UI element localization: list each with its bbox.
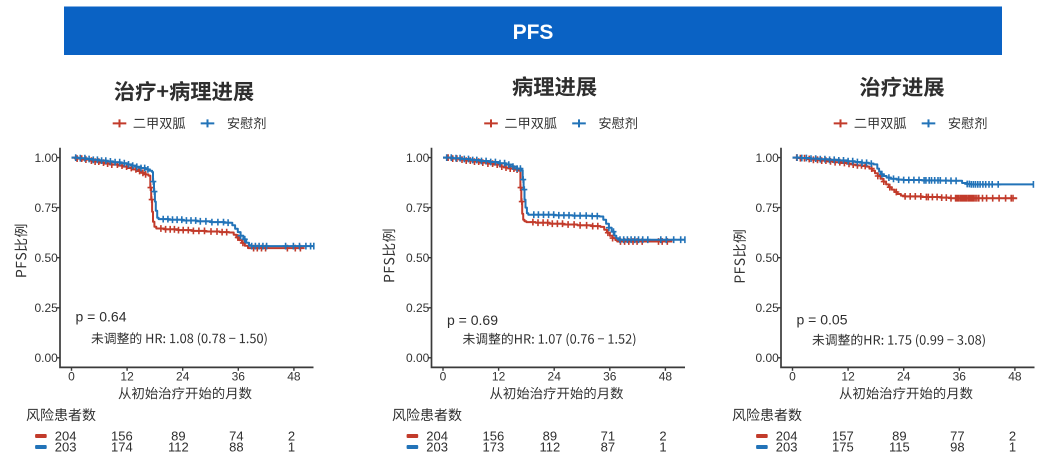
- svg-text:77: 77: [950, 429, 964, 444]
- svg-text:36: 36: [953, 370, 967, 384]
- svg-text:12: 12: [841, 370, 855, 384]
- svg-text:1.00: 1.00: [755, 151, 779, 165]
- svg-text:112: 112: [540, 440, 561, 455]
- svg-text:1.00: 1.00: [34, 151, 58, 165]
- svg-text:p = 0.05: p = 0.05: [797, 311, 848, 327]
- svg-text:2: 2: [288, 429, 295, 444]
- svg-text:0.25: 0.25: [406, 301, 430, 315]
- svg-text:203: 203: [55, 440, 77, 455]
- svg-text:0.75: 0.75: [406, 201, 430, 215]
- svg-text:71: 71: [601, 429, 615, 444]
- svg-text:0.50: 0.50: [34, 251, 58, 265]
- svg-text:0.50: 0.50: [406, 251, 430, 265]
- svg-text:12: 12: [120, 370, 134, 384]
- svg-text:89: 89: [892, 429, 906, 444]
- svg-text:112: 112: [168, 440, 189, 455]
- svg-text:203: 203: [776, 440, 798, 455]
- svg-text:PFS: PFS: [513, 21, 554, 44]
- svg-text:157: 157: [832, 429, 854, 444]
- svg-text:175: 175: [832, 440, 854, 455]
- svg-text:0.25: 0.25: [34, 301, 58, 315]
- svg-text:204: 204: [776, 429, 798, 444]
- svg-text:36: 36: [232, 370, 246, 384]
- svg-text:204: 204: [426, 429, 448, 444]
- svg-text:89: 89: [171, 429, 185, 444]
- svg-text:74: 74: [229, 429, 243, 444]
- svg-text:0: 0: [789, 370, 796, 384]
- svg-text:203: 203: [426, 440, 448, 455]
- svg-text:0.00: 0.00: [406, 351, 430, 365]
- svg-text:0: 0: [68, 370, 75, 384]
- svg-text:48: 48: [287, 370, 301, 384]
- svg-text:98: 98: [950, 440, 964, 455]
- svg-text:0.00: 0.00: [34, 351, 58, 365]
- svg-text:0.50: 0.50: [755, 251, 779, 265]
- svg-text:2: 2: [659, 429, 666, 444]
- svg-text:48: 48: [659, 370, 673, 384]
- svg-text:1: 1: [659, 440, 666, 455]
- svg-text:p = 0.69: p = 0.69: [447, 312, 498, 328]
- svg-text:1.00: 1.00: [406, 151, 430, 165]
- svg-text:1: 1: [288, 440, 295, 455]
- svg-text:1: 1: [1009, 440, 1016, 455]
- svg-text:24: 24: [897, 370, 911, 384]
- svg-text:88: 88: [229, 440, 243, 455]
- svg-text:156: 156: [111, 429, 133, 444]
- svg-text:0.75: 0.75: [755, 201, 779, 215]
- svg-text:174: 174: [111, 440, 133, 455]
- svg-text:0.00: 0.00: [755, 351, 779, 365]
- svg-text:156: 156: [483, 429, 505, 444]
- svg-text:24: 24: [548, 370, 562, 384]
- svg-text:87: 87: [601, 440, 615, 455]
- svg-text:p = 0.64: p = 0.64: [76, 309, 127, 325]
- svg-text:115: 115: [889, 440, 910, 455]
- svg-text:36: 36: [603, 370, 617, 384]
- svg-text:173: 173: [483, 440, 505, 455]
- svg-text:2: 2: [1009, 429, 1016, 444]
- svg-text:0: 0: [440, 370, 447, 384]
- svg-text:12: 12: [492, 370, 506, 384]
- svg-text:0.75: 0.75: [34, 201, 58, 215]
- svg-text:48: 48: [1008, 370, 1022, 384]
- svg-text:0.25: 0.25: [755, 301, 779, 315]
- svg-text:204: 204: [55, 429, 77, 444]
- svg-text:24: 24: [176, 370, 190, 384]
- svg-text:89: 89: [543, 429, 557, 444]
